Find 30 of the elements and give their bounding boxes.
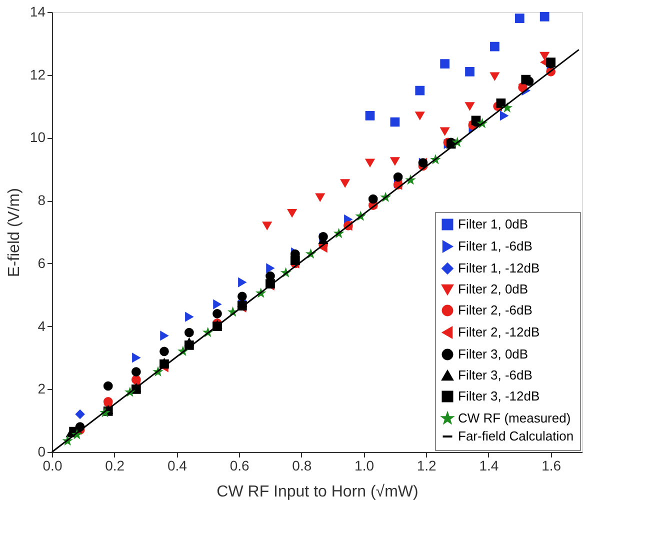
y-axis-title: E-field (V/m) — [6, 188, 23, 277]
x-tick-label: 1.0 — [354, 458, 374, 474]
y-tick-label: 6 — [38, 254, 46, 271]
y-tick-label: 4 — [38, 318, 46, 334]
legend-label: Filter 3, 0dB — [458, 346, 528, 362]
y-tick-label: 8 — [38, 192, 46, 208]
y-tick-label: 10 — [30, 129, 46, 146]
x-tick-label: 0.8 — [292, 458, 312, 474]
legend-label: Far-field Calculation — [458, 428, 574, 444]
y-tick-label: 14 — [30, 4, 46, 20]
legend-label: Filter 2, -12dB — [458, 324, 540, 340]
x-tick-label: 0.0 — [42, 458, 62, 474]
legend-label: Filter 2, -6dB — [458, 302, 532, 318]
legend-label: Filter 1, -6dB — [458, 238, 532, 254]
x-tick-label: 0.2 — [105, 458, 125, 474]
legend-label: Filter 3, -12dB — [458, 388, 540, 404]
legend-label: CW RF (measured) — [458, 410, 571, 426]
legend-label: Filter 1, -12dB — [458, 260, 540, 276]
y-tick-label: 2 — [38, 380, 46, 397]
x-tick-label: 0.4 — [167, 458, 188, 474]
legend-label: Filter 3, -6dB — [458, 368, 532, 382]
legend-label: Filter 1, 0dB — [458, 216, 528, 232]
y-tick-label: 12 — [30, 66, 46, 82]
x-tick-label: 1.6 — [542, 458, 562, 474]
x-tick-label: 0.6 — [230, 458, 250, 474]
legend-label: Filter 2, 0dB — [458, 282, 528, 296]
x-axis-title: CW RF Input to Horn (√mW) — [216, 484, 418, 500]
x-tick-label: 1.4 — [479, 458, 499, 474]
y-tick-label: 0 — [38, 444, 46, 460]
x-tick-label: 1.2 — [416, 458, 437, 474]
